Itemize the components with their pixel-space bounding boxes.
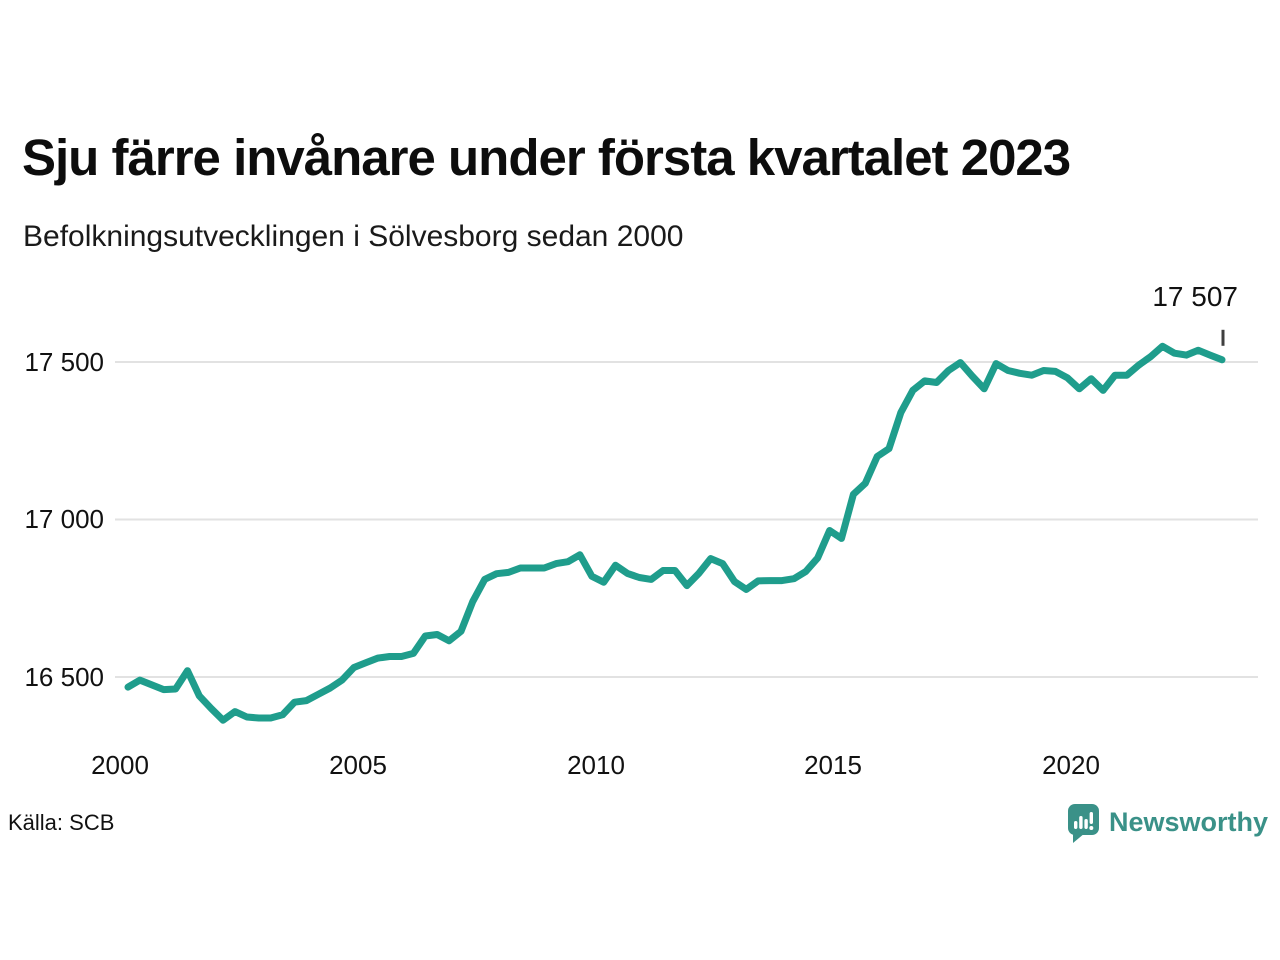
latest-value-label: 17 507	[1152, 281, 1238, 312]
chart-title: Sju färre invånare under första kvartale…	[22, 129, 1071, 186]
newsworthy-speech-bubble-icon	[1067, 804, 1099, 843]
x-axis-tick-label-2015: 2015	[804, 750, 862, 780]
y-axis-tick-label-17500: 17 500	[24, 347, 104, 377]
x-axis-tick-label-2020: 2020	[1042, 750, 1100, 780]
y-axis-tick-label-16500: 16 500	[24, 662, 104, 692]
newsworthy-wordmark: Newsworthy	[1108, 807, 1268, 837]
x-axis-tick-label-2005: 2005	[329, 750, 387, 780]
x-axis-tick-label-2000: 2000	[91, 750, 149, 780]
x-axis-tick-label-2010: 2010	[567, 750, 625, 780]
y-axis-tick-label-17000: 17 000	[24, 504, 104, 534]
source-note: Källa: SCB	[8, 810, 115, 835]
newsworthy-logo: Newsworthy	[1066, 802, 1268, 843]
chart-subtitle: Befolkningsutvecklingen i Sölvesborg sed…	[23, 220, 684, 253]
